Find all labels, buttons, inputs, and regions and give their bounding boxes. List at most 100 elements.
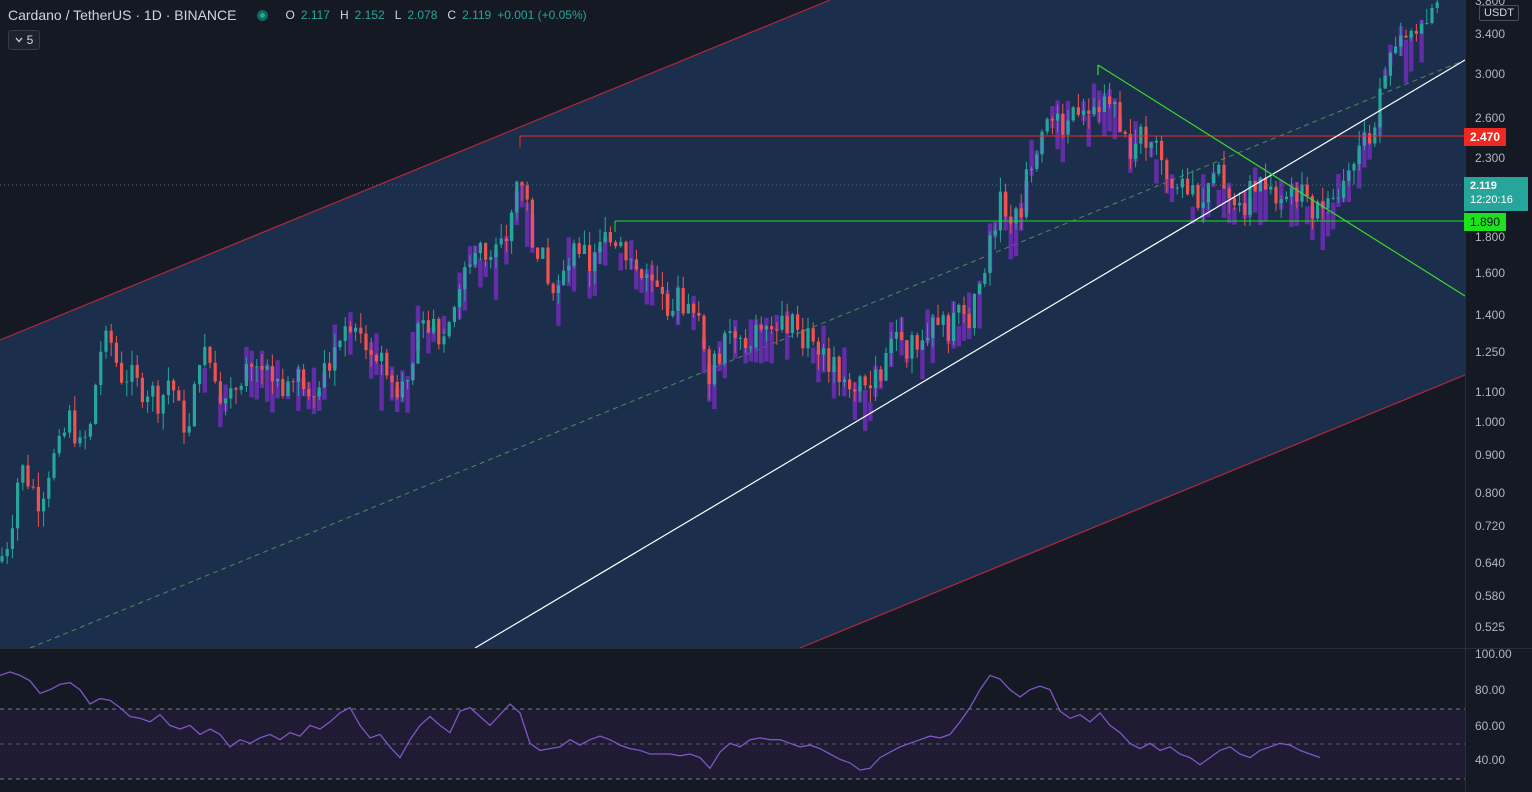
candle-body (686, 304, 690, 314)
candle-body (702, 315, 706, 350)
low-label: L (394, 8, 402, 22)
support-price-label: 1.890 (1464, 213, 1507, 231)
candle-body (546, 247, 550, 284)
candle-body (151, 385, 155, 397)
candle-body (1425, 22, 1429, 24)
candle-body (1331, 197, 1335, 199)
volume-bar (405, 376, 410, 413)
candle-body (234, 388, 238, 390)
candle-body (1165, 160, 1169, 179)
candle-body (1082, 110, 1086, 115)
candle-body (718, 353, 722, 364)
candle-body (47, 477, 51, 499)
market-status-icon[interactable] (256, 9, 268, 21)
candle-body (962, 304, 966, 314)
candle-body (62, 432, 66, 436)
last-price-value: 2.119 (1470, 180, 1497, 192)
candle-body (156, 385, 160, 414)
candle-body (343, 326, 347, 341)
candle-body (1394, 46, 1398, 54)
candle-body (931, 317, 935, 339)
high-value: 2.152 (354, 8, 385, 22)
candle-body (1186, 178, 1190, 195)
volume-bar (759, 323, 764, 364)
candle-body (1206, 183, 1210, 203)
volume-bar (961, 312, 967, 341)
candle-body (1108, 96, 1112, 105)
price-axis-tick: 2.600 (1475, 111, 1506, 125)
candle-body (754, 325, 758, 348)
candle-body (390, 375, 394, 382)
candle-body (1357, 145, 1361, 165)
candle-body (88, 424, 92, 437)
candle-body (577, 243, 581, 255)
candle-body (738, 337, 742, 339)
descending-trendline[interactable] (1097, 64, 1466, 297)
candle-body (1009, 216, 1013, 224)
candle-body (920, 340, 924, 350)
candle-body (203, 346, 207, 366)
candle-body (494, 244, 498, 257)
candle-body (905, 340, 909, 359)
volume-bar (1320, 200, 1325, 250)
candle-body (874, 369, 878, 389)
candle-body (442, 336, 446, 345)
symbol-legend[interactable]: Cardano / TetherUS · 1D · BINANCE O 2.117… (8, 7, 587, 23)
candle-body (432, 318, 436, 333)
candle-body (504, 238, 508, 242)
candle-body (1232, 198, 1236, 206)
ascending-trendline[interactable] (474, 59, 1466, 649)
candle-body (255, 366, 259, 368)
candle-body (530, 199, 534, 248)
candle-body (666, 294, 670, 316)
candle-body (406, 380, 410, 382)
candle-body (967, 313, 971, 329)
candle-body (582, 244, 586, 255)
change-value: +0.001 (+0.05%) (497, 8, 587, 22)
candle-body (302, 369, 306, 390)
candle-body (416, 323, 420, 364)
candle-body (1019, 208, 1023, 218)
candle-body (728, 331, 732, 333)
candle-body (1336, 197, 1340, 199)
volume-bar (748, 319, 753, 362)
candle-body (790, 314, 794, 334)
volume-bar (1258, 177, 1263, 225)
indicators-toggle-button[interactable]: 5 (8, 30, 40, 50)
candle-body (608, 231, 612, 243)
candle-body (1399, 35, 1403, 47)
volume-bar (785, 311, 790, 360)
candle-body (1045, 119, 1049, 132)
candle-body (322, 363, 326, 388)
volume-bar (629, 240, 634, 270)
volume-bar (379, 364, 384, 411)
price-axis-tick: 0.720 (1475, 519, 1506, 533)
volume-bar (618, 252, 623, 271)
rsi-axis-tick: 40.00 (1475, 753, 1506, 767)
currency-unit-button[interactable]: USDT (1479, 5, 1519, 21)
price-axis-tick: 3.400 (1475, 27, 1506, 41)
candle-body (447, 322, 451, 337)
candle-body (640, 269, 644, 278)
candle-body (998, 191, 1002, 231)
close-label: C (447, 8, 457, 22)
candle-body (395, 381, 399, 398)
volume-bar (1107, 89, 1112, 132)
candle-body (510, 212, 514, 242)
candle-body (957, 304, 961, 313)
symbol-title[interactable]: Cardano / TetherUS · 1D · BINANCE (8, 7, 237, 23)
candle-body (1175, 187, 1179, 189)
candle-body (307, 389, 311, 397)
candle-body (650, 274, 654, 281)
candle-body (681, 287, 685, 314)
candle-body (1435, 2, 1439, 8)
candle-body (208, 346, 212, 363)
candle-body (1102, 96, 1106, 112)
candle-body (489, 256, 493, 260)
candle-body (764, 326, 768, 330)
candle-body (1295, 187, 1299, 202)
candle-body (598, 241, 602, 253)
candle-body (120, 362, 124, 383)
candle-body (177, 390, 181, 401)
